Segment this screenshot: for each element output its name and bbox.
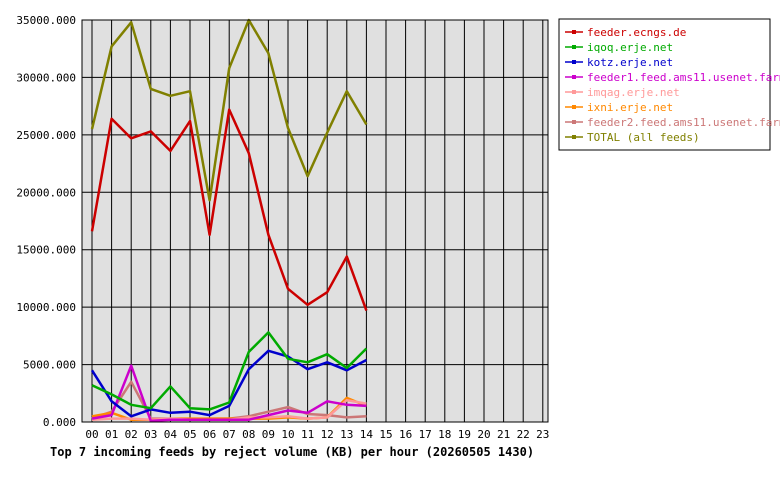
x-tick-label: 04 <box>164 428 178 441</box>
series-line-total-all-feeds- <box>90 18 368 202</box>
legend-marker <box>572 60 576 64</box>
y-tick-label: 15000.000 <box>16 244 76 257</box>
y-tick-label: 10000.000 <box>16 301 76 314</box>
x-tick-label: 03 <box>144 428 157 441</box>
legend-label: feeder.ecngs.de <box>587 26 686 39</box>
x-tick-label: 05 <box>183 428 196 441</box>
legend-label: kotz.erje.net <box>587 56 673 69</box>
legend-marker <box>572 120 576 124</box>
x-tick-label: 21 <box>497 428 510 441</box>
legend-box <box>558 18 771 151</box>
legend-label: feeder2.feed.ams11.usenet.farm <box>587 116 780 129</box>
x-tick-label: 07 <box>223 428 236 441</box>
x-tick-label: 02 <box>125 428 138 441</box>
x-tick-label: 01 <box>105 428 118 441</box>
x-tick-label: 00 <box>85 428 98 441</box>
plot-border <box>81 19 549 423</box>
y-tick-label: 30000.000 <box>16 71 76 84</box>
series-lines <box>90 18 368 423</box>
x-tick-label: 09 <box>262 428 275 441</box>
x-tick-label: 06 <box>203 428 216 441</box>
legend-marker <box>572 75 576 79</box>
x-tick-label: 18 <box>438 428 451 441</box>
y-tick-label: 35000.000 <box>16 14 76 27</box>
x-tick-label: 08 <box>242 428 255 441</box>
y-tick-label: 5000.000 <box>23 359 76 372</box>
legend-label: TOTAL (all feeds) <box>587 131 700 144</box>
y-tick-label: 0.000 <box>43 416 76 429</box>
legend-marker <box>572 105 576 109</box>
legend-label: imqag.erje.net <box>587 86 680 99</box>
x-tick-label: 16 <box>399 428 412 441</box>
legend: feeder.ecngs.de iqoq.erje.net kotz.erje.ne… <box>558 18 780 151</box>
x-tick-label: 23 <box>536 428 549 441</box>
x-tick-label: 14 <box>360 428 374 441</box>
y-tick-label: 20000.000 <box>16 186 76 199</box>
legend-marker <box>572 45 576 49</box>
legend-marker <box>572 30 576 34</box>
chart-title: Top 7 incoming feeds by reject volume (K… <box>50 445 534 459</box>
x-axis-ticks: 00 01 02 03 04 05 06 07 08 09 10 11 12 13 14 15 16 17 18 19… <box>85 428 549 441</box>
plot-area <box>82 20 548 422</box>
y-axis-ticks: 0.000 5000.000 10000.000 15000.000 20000.000… <box>16 14 76 429</box>
x-tick-label: 22 <box>517 428 530 441</box>
x-tick-label: 13 <box>340 428 353 441</box>
series-line-feeder1-feed-ams11-usenet-farm <box>91 364 367 423</box>
x-tick-label: 11 <box>301 428 314 441</box>
legend-label: iqoq.erje.net <box>587 41 673 54</box>
series-line-feeder-ecngs-de <box>90 108 368 312</box>
x-tick-label: 19 <box>458 428 471 441</box>
legend-marker <box>572 90 576 94</box>
x-tick-label: 15 <box>379 428 392 441</box>
x-tick-label: 20 <box>477 428 490 441</box>
x-tick-label: 12 <box>321 428 334 441</box>
legend-label: feeder1.feed.ams11.usenet.farm <box>587 71 780 84</box>
series-line-kotz-erje-net <box>90 349 367 418</box>
legend-label: ixni.erje.net <box>587 101 673 114</box>
legend-marker <box>572 135 576 139</box>
y-tick-label: 25000.000 <box>16 129 76 142</box>
series-line-iqoq-erje-net <box>91 331 368 411</box>
x-tick-label: 10 <box>281 428 294 441</box>
x-tick-label: 17 <box>419 428 432 441</box>
